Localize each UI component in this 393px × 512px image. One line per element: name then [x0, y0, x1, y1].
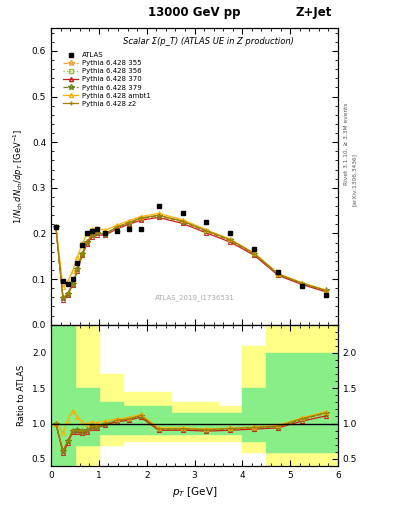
Text: 13000 GeV pp: 13000 GeV pp — [148, 6, 241, 19]
Legend: ATLAS, Pythia 6.428 355, Pythia 6.428 356, Pythia 6.428 370, Pythia 6.428 379, P: ATLAS, Pythia 6.428 355, Pythia 6.428 35… — [60, 50, 154, 110]
Text: ATLAS_2019_I1736531: ATLAS_2019_I1736531 — [154, 294, 235, 301]
Text: Z+Jet: Z+Jet — [296, 6, 332, 19]
Y-axis label: $1/N_\mathrm{ch}\,dN_\mathrm{ch}/dp_T\;[\mathrm{GeV}^{-1}]$: $1/N_\mathrm{ch}\,dN_\mathrm{ch}/dp_T\;[… — [12, 129, 26, 224]
Text: Scalar Σ(p_T) (ATLAS UE in Z production): Scalar Σ(p_T) (ATLAS UE in Z production) — [123, 37, 294, 46]
Text: Rivet 3.1.10, ≥ 3.3M events: Rivet 3.1.10, ≥ 3.3M events — [344, 102, 349, 185]
X-axis label: $p_T$ [GeV]: $p_T$ [GeV] — [172, 485, 217, 499]
Y-axis label: Ratio to ATLAS: Ratio to ATLAS — [17, 365, 26, 426]
Text: [arXiv:1306.3436]: [arXiv:1306.3436] — [352, 153, 357, 206]
